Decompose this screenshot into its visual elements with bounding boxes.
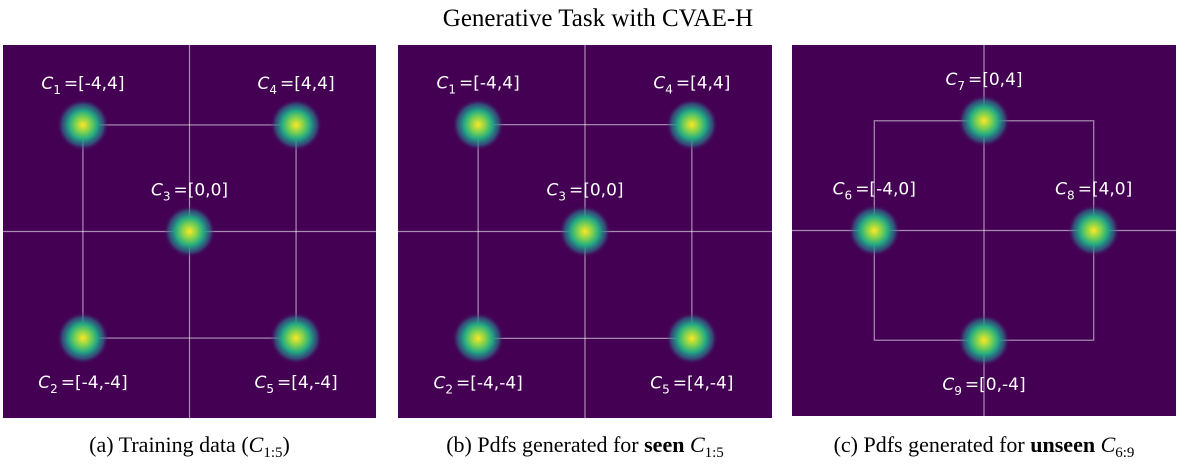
- point-label: C5 =[4,-4]: [650, 373, 733, 396]
- point-coordinates: =[4,-4]: [277, 373, 338, 393]
- point-label: C5 =[4,-4]: [254, 373, 337, 396]
- point-label: C7 =[0,4]: [945, 70, 1022, 93]
- point-symbol: C: [546, 181, 558, 201]
- caption-part: ): [283, 432, 290, 457]
- point-subscript: 2: [50, 382, 58, 396]
- point-symbol: C: [258, 74, 270, 94]
- point-subscript: 2: [445, 382, 453, 396]
- panel: C1 =[-4,4] C4 =[4,4]C3 =[0,0]C2 =[-4,-4] C5 =[4…: [398, 45, 772, 418]
- point-coordinates: =[4,4]: [280, 74, 335, 94]
- panel-caption: (a) Training data (C1:5): [89, 432, 290, 461]
- density-blob: [559, 205, 611, 258]
- caption-part: seen: [644, 432, 684, 457]
- point-symbol: C: [433, 373, 445, 393]
- density-blob: [665, 312, 718, 365]
- point-symbol: C: [437, 74, 449, 94]
- point-label: C6 =[-4,0]: [833, 180, 916, 203]
- caption-part: 6:9: [1115, 445, 1134, 461]
- point-subscript: 4: [269, 83, 277, 97]
- density-blob: [56, 312, 109, 365]
- point-label: C2 =[-4,-4]: [433, 373, 522, 396]
- density-blob: [958, 94, 1010, 147]
- point-coordinates: =[0,0]: [569, 181, 624, 201]
- point-coordinates: =[0,4]: [968, 70, 1023, 90]
- point-symbol: C: [151, 181, 163, 201]
- caption-part: C: [1101, 432, 1116, 457]
- caption-part: (c) Pdfs generated for: [834, 432, 1031, 457]
- point-symbol: C: [650, 373, 662, 393]
- point-label: C3 =[0,0]: [151, 181, 228, 204]
- density-blob: [958, 314, 1010, 367]
- point-label: C9 =[0,-4]: [942, 375, 1025, 398]
- point-coordinates: =[-4,-4]: [61, 373, 128, 393]
- point-symbol: C: [41, 74, 53, 94]
- point-label: C1 =[-4,4]: [437, 74, 520, 97]
- point-label: C4 =[4,4]: [653, 74, 730, 97]
- point-subscript: 8: [1067, 189, 1075, 203]
- figure-title: Generative Task with CVAE-H: [443, 5, 753, 32]
- density-blob: [1067, 204, 1120, 257]
- caption-part: C: [690, 432, 705, 457]
- point-label: C2 =[-4,-4]: [38, 373, 127, 396]
- caption-part: unseen: [1030, 432, 1095, 457]
- panel: C7 =[0,4]C6 =[-4,0] C8 =[4,0]C9 =[0,-4]: [792, 45, 1176, 416]
- reference-square: [477, 124, 693, 339]
- panel-caption: (b) Pdfs generated for seen C1:5: [446, 432, 724, 461]
- panel: C1 =[-4,4] C4 =[4,4]C3 =[0,0]C2 =[-4,-4] C5 =[4…: [3, 45, 376, 418]
- caption-part: (b) Pdfs generated for: [446, 432, 644, 457]
- density-blob: [848, 204, 901, 257]
- caption-part: 1:5: [705, 445, 724, 461]
- point-subscript: 6: [845, 189, 853, 203]
- point-coordinates: =[-4,4]: [64, 74, 125, 94]
- point-symbol: C: [653, 74, 665, 94]
- point-label: C3 =[0,0]: [546, 181, 623, 204]
- point-coordinates: =[4,0]: [1078, 180, 1133, 200]
- point-coordinates: =[4,4]: [676, 74, 731, 94]
- point-coordinates: =[-4,0]: [855, 180, 916, 200]
- point-symbol: C: [254, 373, 266, 393]
- point-coordinates: =[0,-4]: [965, 375, 1026, 395]
- point-symbol: C: [945, 70, 957, 90]
- point-symbol: C: [833, 180, 845, 200]
- point-label: C8 =[4,0]: [1055, 180, 1132, 203]
- density-blob: [452, 98, 505, 151]
- caption-part: 1:5: [263, 445, 282, 461]
- point-subscript: 3: [163, 190, 171, 204]
- point-label: C1 =[-4,4]: [41, 74, 124, 97]
- reference-square: [82, 124, 297, 339]
- point-subscript: 5: [662, 382, 670, 396]
- point-subscript: 1: [448, 83, 456, 97]
- point-symbol: C: [942, 375, 954, 395]
- density-blob: [270, 98, 323, 151]
- density-blob: [452, 312, 505, 365]
- point-subscript: 9: [954, 384, 962, 398]
- density-blob: [163, 205, 216, 258]
- panel-caption: (c) Pdfs generated for unseen C6:9: [834, 432, 1135, 461]
- point-label: C4 =[4,4]: [258, 74, 335, 97]
- point-coordinates: =[0,0]: [173, 181, 228, 201]
- point-subscript: 5: [266, 382, 274, 396]
- point-symbol: C: [1055, 180, 1067, 200]
- density-blob: [270, 312, 323, 365]
- point-subscript: 4: [665, 83, 673, 97]
- density-blob: [56, 98, 109, 151]
- point-coordinates: =[4,-4]: [673, 373, 734, 393]
- point-coordinates: =[-4,4]: [459, 74, 520, 94]
- caption-part: C: [249, 432, 264, 457]
- point-subscript: 3: [558, 190, 566, 204]
- density-blob: [665, 98, 718, 151]
- caption-part: (a) Training data (: [89, 432, 248, 457]
- point-subscript: 7: [957, 79, 965, 93]
- point-subscript: 1: [53, 83, 61, 97]
- point-symbol: C: [38, 373, 50, 393]
- point-coordinates: =[-4,-4]: [456, 373, 523, 393]
